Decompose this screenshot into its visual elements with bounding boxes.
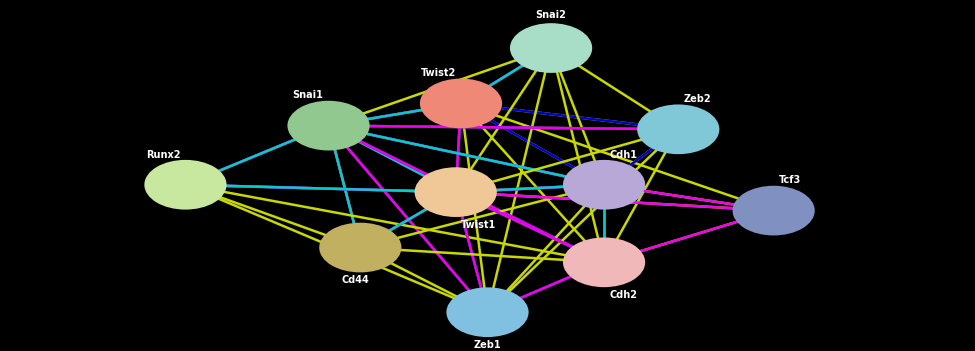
Text: Twist1: Twist1 <box>461 220 496 230</box>
Ellipse shape <box>421 79 501 127</box>
Text: Snai1: Snai1 <box>292 91 324 100</box>
Ellipse shape <box>733 187 814 234</box>
Ellipse shape <box>564 161 644 209</box>
Text: Runx2: Runx2 <box>145 150 180 160</box>
Text: Cdh2: Cdh2 <box>609 290 638 300</box>
Ellipse shape <box>511 24 592 72</box>
Ellipse shape <box>564 238 644 286</box>
Ellipse shape <box>638 105 719 153</box>
Text: Cdh1: Cdh1 <box>609 150 638 160</box>
Text: Twist2: Twist2 <box>420 68 455 78</box>
Ellipse shape <box>320 224 401 272</box>
Text: Tcf3: Tcf3 <box>779 176 801 185</box>
Ellipse shape <box>145 161 226 209</box>
Text: Cd44: Cd44 <box>341 275 369 285</box>
Text: Snai2: Snai2 <box>535 10 566 20</box>
Ellipse shape <box>289 101 369 150</box>
Text: Zeb2: Zeb2 <box>683 94 711 104</box>
Ellipse shape <box>448 288 527 336</box>
Ellipse shape <box>415 168 496 216</box>
Text: Zeb1: Zeb1 <box>474 340 501 350</box>
